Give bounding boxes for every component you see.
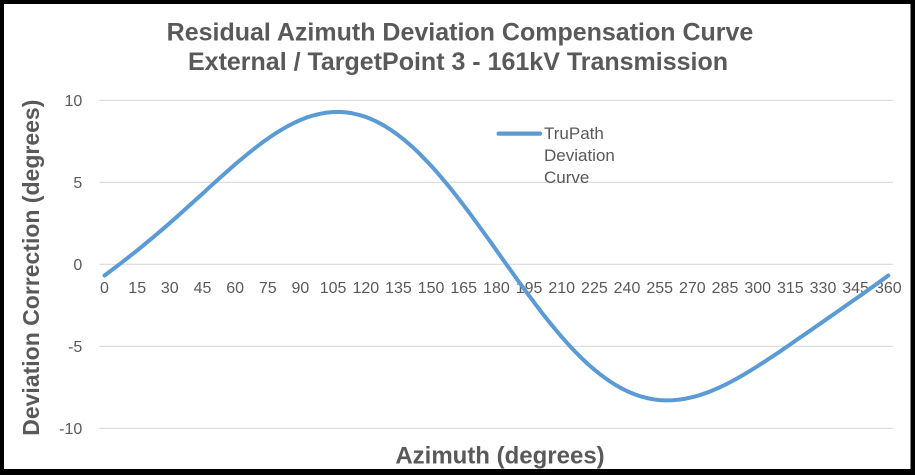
- svg-text:225: 225: [581, 280, 608, 297]
- svg-text:Curve: Curve: [544, 168, 589, 187]
- svg-text:330: 330: [810, 280, 837, 297]
- svg-text:45: 45: [194, 280, 212, 297]
- svg-text:TruPath: TruPath: [544, 124, 604, 143]
- svg-text:0: 0: [73, 257, 82, 274]
- svg-text:255: 255: [646, 280, 673, 297]
- svg-text:120: 120: [352, 280, 379, 297]
- svg-text:210: 210: [548, 280, 575, 297]
- svg-text:240: 240: [614, 280, 641, 297]
- svg-text:-10: -10: [59, 421, 82, 438]
- svg-text:135: 135: [385, 280, 412, 297]
- svg-text:Azimuth (degrees): Azimuth (degrees): [395, 443, 604, 470]
- svg-text:10: 10: [65, 93, 83, 110]
- svg-text:315: 315: [777, 280, 804, 297]
- svg-text:285: 285: [712, 280, 739, 297]
- svg-text:300: 300: [744, 280, 771, 297]
- svg-text:105: 105: [320, 280, 347, 297]
- svg-text:Deviation Correction (degrees): Deviation Correction (degrees): [18, 100, 44, 436]
- svg-text:75: 75: [259, 280, 277, 297]
- svg-text:180: 180: [483, 280, 510, 297]
- svg-text:165: 165: [450, 280, 477, 297]
- svg-text:15: 15: [128, 280, 146, 297]
- svg-text:90: 90: [292, 280, 310, 297]
- svg-text:150: 150: [418, 280, 445, 297]
- svg-text:0: 0: [100, 280, 109, 297]
- svg-text:30: 30: [161, 280, 179, 297]
- svg-text:External / TargetPoint 3 - 161: External / TargetPoint 3 - 161kV Transmi…: [188, 48, 728, 76]
- svg-text:Deviation: Deviation: [544, 146, 615, 165]
- svg-text:Residual Azimuth Deviation Com: Residual Azimuth Deviation Compensation …: [167, 19, 754, 47]
- svg-text:5: 5: [73, 175, 82, 192]
- svg-text:-5: -5: [68, 339, 82, 356]
- svg-text:60: 60: [226, 280, 244, 297]
- svg-text:360: 360: [875, 280, 902, 297]
- svg-text:270: 270: [679, 280, 706, 297]
